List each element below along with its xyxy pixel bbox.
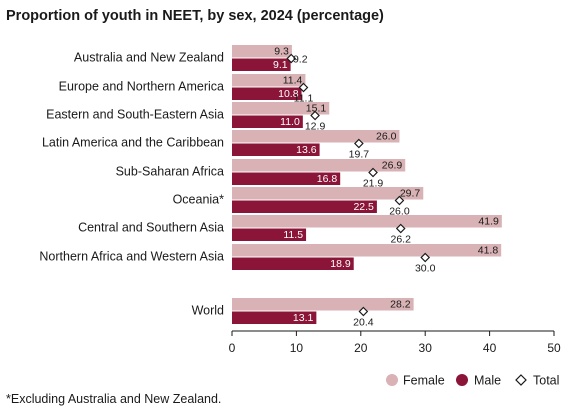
legend-female-label: Female: [403, 374, 445, 388]
male-value-label: 18.9: [330, 258, 351, 270]
female-bar: [232, 130, 400, 143]
female-value-label: 41.8: [478, 245, 499, 257]
male-bar: [232, 228, 307, 241]
female-bar: [232, 102, 330, 115]
category-label: Europe and Northern America: [59, 80, 224, 94]
legend-total-label: Total: [533, 374, 559, 388]
male-value-label: 13.6: [296, 144, 317, 156]
category-label: Oceania*: [173, 193, 225, 207]
female-bar: [232, 159, 406, 172]
total-value-label: 30.0: [415, 263, 436, 275]
male-value-label: 22.5: [353, 201, 374, 213]
female-value-label: 11.4: [283, 75, 303, 87]
male-bar: [232, 143, 320, 156]
male-value-label: 10.8: [278, 88, 299, 100]
male-bar: [232, 172, 341, 185]
total-value-label: 21.9: [363, 178, 384, 190]
total-marker: [368, 167, 378, 178]
male-bar: [232, 311, 317, 324]
male-value-label: 11.5: [283, 229, 303, 241]
total-marker: [310, 110, 320, 121]
total-marker: [354, 138, 364, 149]
male-bar: [232, 87, 302, 100]
category-label: World: [192, 304, 224, 318]
male-value-label: 13.1: [293, 312, 314, 324]
x-tick-label: 40: [483, 341, 497, 355]
female-value-label: 26.0: [376, 131, 397, 143]
total-value-label: 26.0: [389, 206, 410, 218]
female-value-label: 9.3: [274, 46, 289, 58]
legend-female-swatch: [386, 374, 398, 386]
x-tick-label: 30: [419, 341, 433, 355]
female-bar: [232, 74, 306, 87]
category-label: Northern Africa and Western Asia: [39, 250, 224, 264]
x-tick-label: 50: [547, 341, 561, 355]
legend-male-swatch: [456, 374, 468, 386]
category-labels: Australia and New Zealand Europe and Nort…: [39, 51, 224, 318]
male-value-label: 9.1: [273, 59, 288, 71]
x-tick-label: 10: [290, 341, 304, 355]
female-value-label: 28.2: [390, 299, 411, 311]
female-bar: [232, 45, 292, 58]
bars: 9.39.1 9.2 11.410.811.115.1 11.0 12.9 26.0 13.…: [232, 45, 502, 329]
chart-title: Proportion of youth in NEET, by sex, 202…: [6, 8, 384, 24]
category-label: Eastern and South-Eastern Asia: [46, 108, 224, 122]
category-label: Central and Southern Asia: [78, 221, 224, 235]
x-tick-label: 20: [354, 341, 368, 355]
total-marker: [420, 252, 431, 263]
footnote: *Excluding Australia and New Zealand.: [6, 392, 222, 406]
legend: Female Male Total: [386, 374, 559, 388]
male-bar: [232, 257, 354, 270]
male-bar: [232, 58, 291, 71]
male-bar: [232, 115, 303, 128]
total-marker: [286, 53, 297, 64]
total-marker: [395, 223, 406, 234]
male-value-label: 11.0: [280, 116, 300, 128]
female-bar: [232, 215, 502, 228]
category-label: Sub-Saharan Africa: [116, 165, 224, 179]
legend-total-diamond-icon: [515, 374, 527, 386]
total-marker: [394, 195, 405, 206]
total-marker: [298, 82, 309, 93]
total-value-label: 12.9: [305, 121, 326, 133]
total-value-label: 19.7: [349, 149, 370, 161]
female-value-label: 15.1: [306, 103, 327, 115]
legend-male-label: Male: [474, 374, 501, 388]
total-value-label: 26.2: [391, 234, 412, 246]
total-value-label: 9.2: [293, 54, 308, 66]
female-bar: [232, 298, 414, 311]
female-value-label: 29.7: [400, 188, 421, 200]
x-tick-label: 0: [229, 341, 236, 355]
total-value-label: 20.4: [353, 317, 374, 329]
female-bar: [232, 244, 502, 257]
male-value-label: 16.8: [317, 173, 338, 185]
category-label: Latin America and the Caribbean: [42, 136, 224, 150]
total-value-label: 11.1: [294, 93, 314, 105]
female-bar: [232, 187, 424, 200]
male-bar: [232, 200, 377, 213]
female-value-label: 26.9: [382, 160, 403, 172]
x-axis: 0 10 20 30 40 50: [229, 330, 561, 355]
total-marker: [358, 306, 369, 317]
category-label: Australia and New Zealand: [74, 51, 224, 65]
female-value-label: 41.9: [478, 216, 499, 228]
